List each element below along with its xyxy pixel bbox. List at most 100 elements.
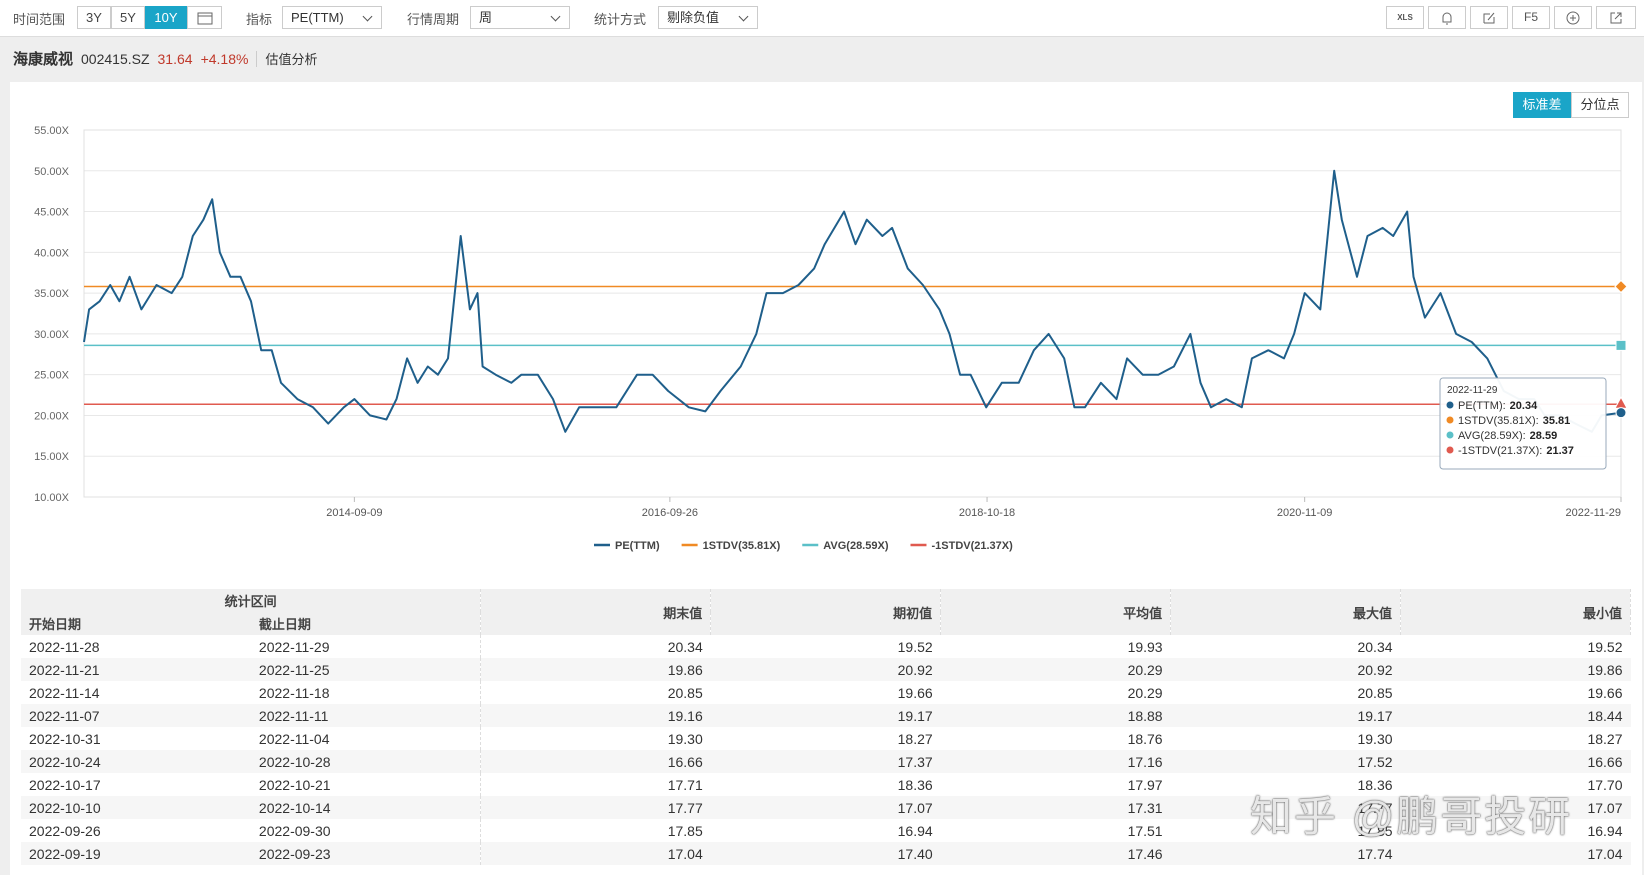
indicator-label: 指标 — [246, 12, 273, 27]
header-row: 统计区间 期末值 期初值 平均值 最大值 最小值 — [21, 589, 1631, 635]
y-tick-label: 35.00X — [34, 288, 70, 300]
table-row: 2022-10-17 2022-10-21 17.71 18.36 17.97 18.36… — [21, 773, 1631, 796]
table-cell: 2022-10-31 — [29, 730, 101, 747]
table-cell: 17.52 — [1170, 750, 1401, 773]
marker — [1615, 339, 1627, 351]
table-cell: 18.36 — [897, 776, 933, 793]
column-header: 截止日期 — [250, 612, 482, 635]
x-tick-label: 2018-10-18 — [959, 507, 1015, 519]
table-cell: 2022-10-21 — [250, 773, 482, 796]
tooltip-dot — [1446, 416, 1454, 424]
table-cell: 17.04 — [480, 842, 711, 865]
x-tick-label: 2016-09-26 — [642, 507, 698, 519]
table-cell: 19.66 — [897, 684, 933, 701]
table-cell: 18.44 — [1400, 704, 1631, 727]
table-cell: 17.31 — [940, 796, 1171, 819]
table-cell: 19.30 — [667, 730, 703, 747]
alert-button[interactable] — [1428, 6, 1466, 29]
column-header: 最小值 — [1400, 589, 1631, 635]
legend-label: -1STDV(21.37X) — [931, 540, 1013, 552]
table-row: 2022-09-26 2022-09-30 17.85 16.94 17.51 17.85… — [21, 819, 1631, 842]
popout-button[interactable] — [1596, 6, 1636, 29]
stock-code: 002415.SZ — [81, 51, 150, 67]
table-cell: 17.85 — [667, 822, 703, 839]
export-button[interactable]: XLS — [1386, 6, 1424, 29]
table-cell: 17.07 — [710, 796, 941, 819]
calendar-button[interactable] — [187, 6, 222, 29]
range-button[interactable]: 5Y — [111, 6, 145, 29]
table-cell: 20.34 — [667, 638, 703, 655]
range-button[interactable]: 3Y — [77, 6, 111, 29]
table-cell: 17.77 — [1170, 796, 1401, 819]
table-row: 2022-11-28 2022-11-29 20.34 19.52 19.93 20.34… — [21, 635, 1631, 658]
legend-label: 1STDV(35.81X) — [703, 540, 781, 552]
x-tick-label: 2014-09-09 — [326, 507, 382, 519]
method-select[interactable]: 剔除负值 — [658, 6, 758, 29]
table-cell: 2022-10-10 — [21, 796, 251, 819]
method-label: 统计方式 — [594, 12, 647, 27]
table-cell: 19.30 — [1357, 730, 1393, 747]
tab[interactable]: 估值分析 — [265, 52, 318, 67]
table-cell: 17.51 — [1127, 822, 1163, 839]
toggle-button[interactable]: 标准差 — [1513, 92, 1571, 118]
tooltip-dot — [1446, 431, 1454, 439]
table-cell: 19.86 — [1400, 658, 1631, 681]
table-cell: 16.94 — [897, 822, 933, 839]
toggle-button[interactable]: 分位点 — [1571, 92, 1629, 118]
marker — [1615, 407, 1627, 419]
edit-button[interactable] — [1470, 6, 1508, 29]
table-cell: 2022-11-07 — [21, 704, 251, 727]
chart-toggle: 标准差 分位点 — [1513, 92, 1629, 118]
table-cell: 2022-10-14 — [250, 796, 482, 819]
period-select[interactable]: 周 — [470, 6, 570, 29]
table-cell: 20.34 — [1357, 638, 1393, 655]
table-cell: 16.66 — [480, 750, 711, 773]
table-cell: 20.29 — [1127, 684, 1163, 701]
table-cell: 17.37 — [710, 750, 941, 773]
table-row: 2022-10-31 2022-11-04 19.30 18.27 18.76 19.30… — [21, 727, 1631, 750]
table-cell: 16.94 — [1587, 822, 1623, 839]
table-cell: 17.16 — [940, 750, 1171, 773]
y-tick-label: 10.00X — [34, 492, 70, 504]
table-cell: 2022-10-24 — [21, 750, 251, 773]
y-tick-label: 15.00X — [34, 451, 70, 463]
table-row: 2022-10-24 2022-10-28 16.66 17.37 17.16 17.52… — [21, 750, 1631, 773]
table-row: 2022-10-10 2022-10-14 17.77 17.07 17.31 17.77… — [21, 796, 1631, 819]
table-cell: 18.27 — [897, 730, 933, 747]
stock-change: +4.18% — [200, 51, 249, 67]
table-cell: 19.16 — [480, 704, 711, 727]
group-header: 统计区间 — [21, 589, 482, 612]
watermark: 知乎 @鹏哥投研 — [1250, 793, 1573, 840]
tooltip — [1439, 377, 1607, 470]
add-button[interactable] — [1554, 6, 1592, 29]
table-row: 2022-11-07 2022-11-11 19.16 19.17 18.88 19.17… — [21, 704, 1631, 727]
tooltip-label: -1STDV(21.37X): — [1458, 445, 1542, 457]
refresh-button[interactable]: F5 — [1512, 6, 1550, 29]
table-cell: 17.07 — [1400, 796, 1631, 819]
separator — [256, 50, 258, 67]
x-tick-label: 2020-11-09 — [1277, 507, 1332, 519]
table-cell: 18.76 — [1127, 730, 1163, 747]
table-cell: 19.86 — [480, 658, 711, 681]
range-button[interactable]: 10Y — [145, 6, 187, 29]
table-cell: 2022-10-28 — [250, 750, 482, 773]
chart: 10.00X 15.00X 20.00X 25.00X 30.00X 35.00X 40.0… — [34, 125, 1628, 552]
table-cell: 17.70 — [1587, 776, 1623, 793]
tooltip-dot — [1446, 446, 1454, 454]
add-icon — [1566, 11, 1580, 25]
tooltip-date: 2022-11-29 — [1447, 385, 1498, 396]
y-tick-label: 55.00X — [34, 125, 70, 137]
y-tick-label: 40.00X — [34, 247, 70, 259]
table-cell: 19.52 — [1587, 638, 1623, 655]
table-cell: 17.85 — [1357, 822, 1393, 839]
marker — [1614, 279, 1628, 294]
pe-line — [83, 169, 1622, 433]
table-cell: 2022-11-11 — [250, 704, 482, 727]
y-tick-label: 25.00X — [34, 370, 70, 382]
table-cell: 17.97 — [1127, 776, 1163, 793]
tooltip-label: AVG(28.59X): — [1458, 430, 1526, 442]
indicator-select[interactable]: PE(TTM) — [282, 6, 382, 29]
column-header: 期初值 — [710, 589, 942, 635]
column-header: 开始日期 — [21, 612, 251, 635]
